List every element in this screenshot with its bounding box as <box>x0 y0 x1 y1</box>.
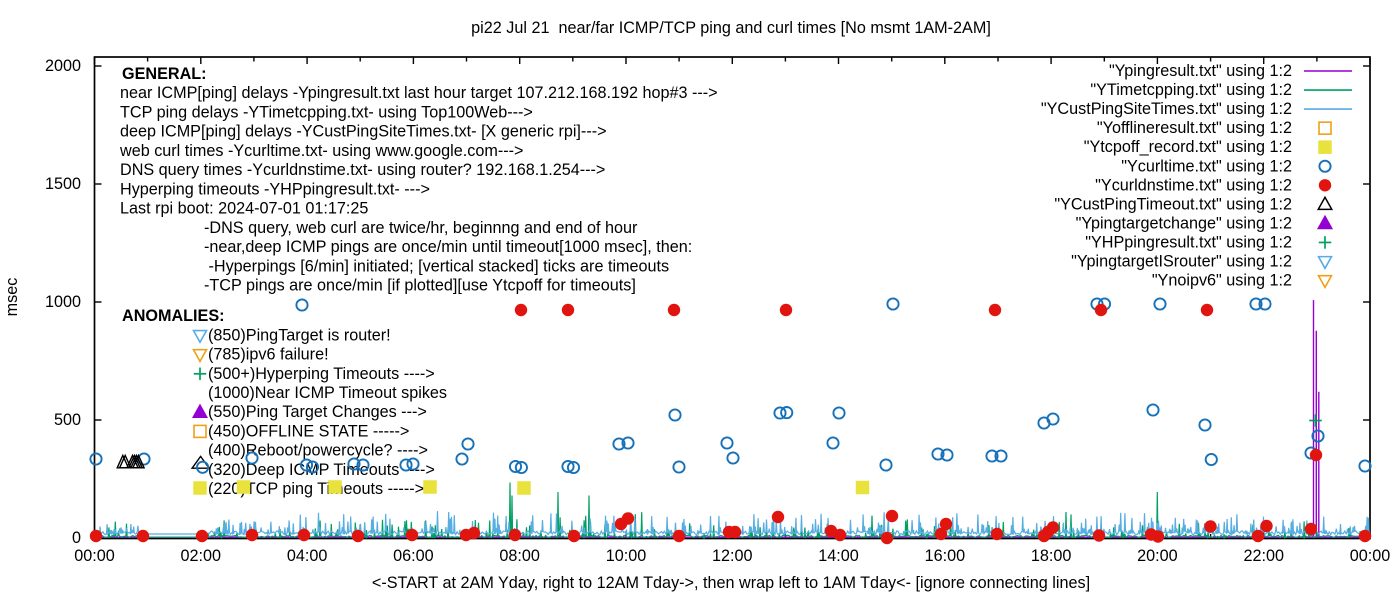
svg-text:"Ytcpoff_record.txt" using 1:2: "Ytcpoff_record.txt" using 1:2 <box>1084 138 1292 156</box>
svg-text:"Yofflineresult.txt" using 1:2: "Yofflineresult.txt" using 1:2 <box>1097 119 1292 137</box>
svg-text:1000: 1000 <box>45 293 81 311</box>
svg-text:0: 0 <box>72 529 81 547</box>
svg-text:(785)ipv6 failure!: (785)ipv6 failure! <box>208 346 329 364</box>
svg-text:DNS query times -Ycurldnstime.: DNS query times -Ycurldnstime.txt- using… <box>120 161 605 179</box>
svg-text:08:00: 08:00 <box>499 547 540 565</box>
svg-text:22:00: 22:00 <box>1243 547 1284 565</box>
svg-text:10:00: 10:00 <box>606 547 647 565</box>
svg-text:"YTimetcpping.txt" using 1:2: "YTimetcpping.txt" using 1:2 <box>1090 81 1292 99</box>
svg-text:near ICMP[ping] delays -Ypingr: near ICMP[ping] delays -Ypingresult.txt … <box>120 84 718 102</box>
svg-text:04:00: 04:00 <box>287 547 328 565</box>
svg-text:(850)PingTarget is router!: (850)PingTarget is router! <box>208 326 391 344</box>
svg-text:-Hyperpings [6/min] initiated;: -Hyperpings [6/min] initiated; [vertical… <box>204 257 669 275</box>
svg-text:"Ycurldnstime.txt" using 1:2: "Ycurldnstime.txt" using 1:2 <box>1095 176 1292 194</box>
svg-text:14:00: 14:00 <box>818 547 859 565</box>
svg-text:-TCP pings are once/min [if pl: -TCP pings are once/min [if plotted][use… <box>204 277 636 295</box>
svg-text:(400)Reboot/powercycle? ---->: (400)Reboot/powercycle? ----> <box>208 442 428 460</box>
svg-text:deep ICMP[ping] delays -YCustP: deep ICMP[ping] delays -YCustPingSiteTim… <box>120 123 607 141</box>
svg-text:02:00: 02:00 <box>181 547 222 565</box>
svg-text:Last rpi boot: 2024-07-01 01:1: Last rpi boot: 2024-07-01 01:17:25 <box>120 200 368 218</box>
svg-text:"Ypingtargetchange" using 1:2: "Ypingtargetchange" using 1:2 <box>1076 214 1292 232</box>
svg-text:"Ynoipv6" using 1:2: "Ynoipv6" using 1:2 <box>1152 272 1292 290</box>
svg-text:1500: 1500 <box>45 175 81 193</box>
svg-text:web curl times -Ycurltime.txt-: web curl times -Ycurltime.txt- using www… <box>119 142 523 160</box>
svg-text:(1000)Near ICMP Timeout spikes: (1000)Near ICMP Timeout spikes <box>208 384 447 402</box>
svg-text:500: 500 <box>54 411 81 429</box>
svg-text:ANOMALIES:: ANOMALIES: <box>122 307 225 325</box>
svg-text:18:00: 18:00 <box>1031 547 1072 565</box>
svg-text:(500+)Hyperping Timeouts ---->: (500+)Hyperping Timeouts ----> <box>208 365 435 383</box>
svg-text:20:00: 20:00 <box>1137 547 1178 565</box>
svg-text:"Ypingresult.txt" using 1:2: "Ypingresult.txt" using 1:2 <box>1109 62 1292 80</box>
svg-text:GENERAL:: GENERAL: <box>122 65 207 83</box>
svg-text:(450)OFFLINE STATE ----->: (450)OFFLINE STATE -----> <box>208 422 409 440</box>
svg-text:16:00: 16:00 <box>925 547 966 565</box>
svg-text:(320)Deep ICMP Timeouts ---->: (320)Deep ICMP Timeouts ----> <box>208 461 435 479</box>
svg-text:"YCustPingTimeout.txt" using 1: "YCustPingTimeout.txt" using 1:2 <box>1054 195 1292 213</box>
svg-text:"YHPpingresult.txt" using 1:2: "YHPpingresult.txt" using 1:2 <box>1085 233 1292 251</box>
svg-text:msec: msec <box>3 278 21 317</box>
svg-text:-near,deep ICMP pings are once: -near,deep ICMP pings are once/min until… <box>204 238 692 256</box>
svg-text:(220)TCP ping Timeouts ----->: (220)TCP ping Timeouts -----> <box>208 480 424 498</box>
svg-text:"YpingtargetISrouter" using 1:: "YpingtargetISrouter" using 1:2 <box>1071 253 1292 271</box>
svg-text:12:00: 12:00 <box>712 547 753 565</box>
svg-text:TCP ping delays -YTimetcpping.: TCP ping delays -YTimetcpping.txt- using… <box>120 103 533 121</box>
svg-text:00:00: 00:00 <box>74 547 115 565</box>
svg-text:pi22 Jul 21 near/far ICMP/TCP: pi22 Jul 21 near/far ICMP/TCP ping and c… <box>471 19 991 37</box>
svg-text:Hyperping timeouts -YHPpingres: Hyperping timeouts -YHPpingresult.txt- -… <box>120 180 430 198</box>
svg-text:2000: 2000 <box>45 57 81 75</box>
svg-text:00:00: 00:00 <box>1350 547 1391 565</box>
svg-text:"YCustPingSiteTimes.txt" using: "YCustPingSiteTimes.txt" using 1:2 <box>1041 100 1292 118</box>
svg-text:"Ycurltime.txt" using 1:2: "Ycurltime.txt" using 1:2 <box>1121 157 1292 175</box>
svg-text:06:00: 06:00 <box>393 547 434 565</box>
svg-text:<-START at 2AM Yday, right to: <-START at 2AM Yday, right to 12AM Tday-… <box>372 574 1090 592</box>
svg-text:-DNS query, web curl are twice: -DNS query, web curl are twice/hr, begin… <box>204 219 638 237</box>
svg-text:(550)Ping Target Changes --->: (550)Ping Target Changes ---> <box>208 403 427 421</box>
